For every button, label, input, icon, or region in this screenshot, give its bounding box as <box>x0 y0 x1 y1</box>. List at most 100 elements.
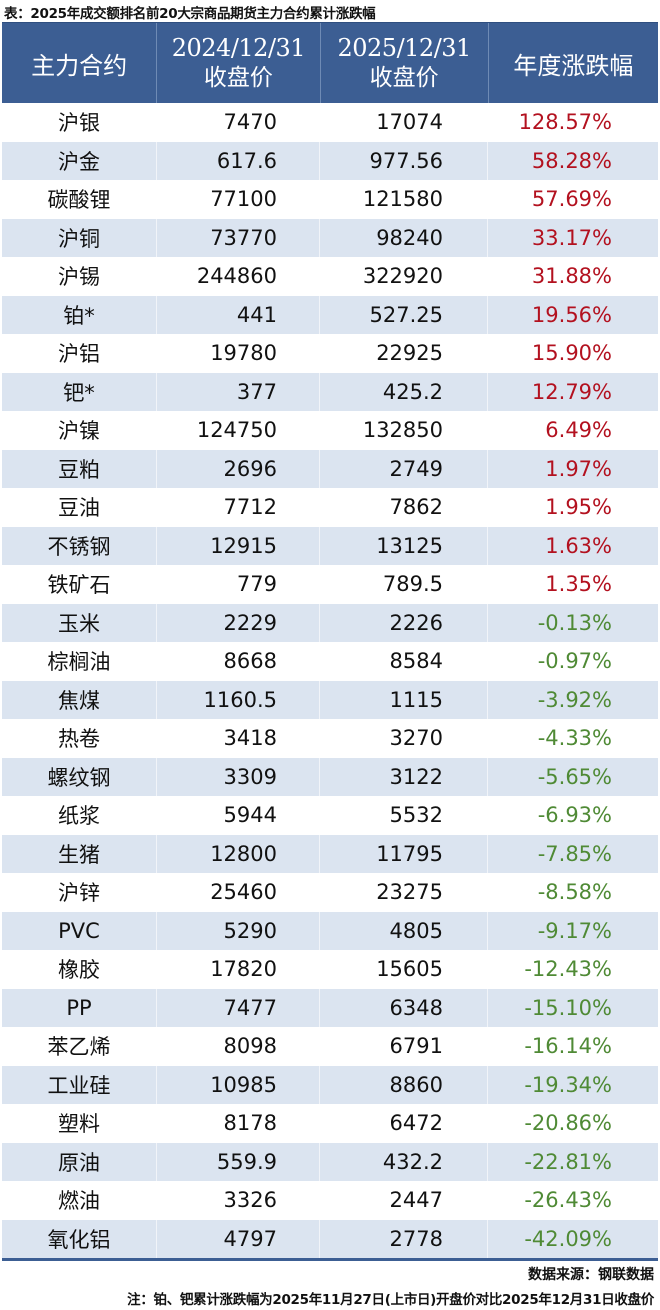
cell-contract-name: 棕榈油 <box>2 642 157 681</box>
cell-close-2025: 2447 <box>320 1181 488 1220</box>
header-contract-label: 主力合约 <box>31 51 128 80</box>
cell-contract-name: 玉米 <box>2 603 157 642</box>
table-bottom-rule <box>2 1258 658 1261</box>
cell-close-2025: 3122 <box>320 757 488 796</box>
cell-annual-change: -20.86% <box>524 1111 612 1136</box>
cell-close-2024: 4797 <box>157 1219 320 1258</box>
cell-close-2025: 5532 <box>320 796 488 835</box>
table-row: PVC 5290 4805 -9.17% <box>2 911 658 950</box>
cell-close-2025: 13125 <box>320 526 488 565</box>
cell-annual-change: 33.17% <box>531 225 612 250</box>
cell-annual-change: 6.49% <box>545 418 612 443</box>
cell-close-2025: 7862 <box>320 488 488 527</box>
cell-contract-name: 铂* <box>2 295 157 334</box>
table-row: 铁矿石 779 789.5 1.35% <box>2 565 658 604</box>
cell-close-2024: 12800 <box>157 834 320 873</box>
cell-annual-change: 19.56% <box>531 302 612 327</box>
cell-close-2024: 244860 <box>157 257 320 296</box>
cell-contract-name: 螺纹钢 <box>2 757 157 796</box>
cell-close-2024: 73770 <box>157 218 320 257</box>
cell-annual-change: -7.85% <box>537 841 612 866</box>
cell-annual-change: -22.81% <box>524 1149 612 1174</box>
cell-close-2024: 19780 <box>157 334 320 373</box>
cell-close-2024: 12915 <box>157 526 320 565</box>
cell-close-2025: 527.25 <box>320 295 488 334</box>
table-row: 工业硅 10985 8860 -19.34% <box>2 1065 658 1104</box>
cell-close-2025: 23275 <box>320 873 488 912</box>
cell-close-2025: 121580 <box>320 180 488 219</box>
cell-close-2025: 2749 <box>320 449 488 488</box>
table-row: 沪铝 19780 22925 15.90% <box>2 334 658 373</box>
cell-close-2024: 2696 <box>157 449 320 488</box>
cell-contract-name: 工业硅 <box>2 1065 157 1104</box>
cell-contract-name: 豆粕 <box>2 449 157 488</box>
cell-contract-name: 焦煤 <box>2 680 157 719</box>
cell-contract-name: PP <box>2 988 157 1027</box>
cell-close-2024: 5944 <box>157 796 320 835</box>
cell-close-2024: 8178 <box>157 1104 320 1143</box>
table-row: 豆粕 2696 2749 1.97% <box>2 449 658 488</box>
cell-annual-change: -15.10% <box>524 995 612 1020</box>
cell-annual-change: -26.43% <box>524 1188 612 1213</box>
cell-close-2025: 98240 <box>320 218 488 257</box>
cell-contract-name: 沪锌 <box>2 873 157 912</box>
cell-close-2025: 2226 <box>320 603 488 642</box>
table-header: 主力合约 2024/12/31 收盘价 2025/12/31 收盘价 年度涨跌幅 <box>2 22 658 103</box>
header-annual-change-label: 年度涨跌幅 <box>513 51 634 80</box>
cell-close-2025: 425.2 <box>320 372 488 411</box>
futures-table: 主力合约 2024/12/31 收盘价 2025/12/31 收盘价 年度涨跌幅… <box>2 22 658 1261</box>
cell-contract-name: 碳酸锂 <box>2 180 157 219</box>
cell-close-2025: 17074 <box>320 103 488 142</box>
cell-close-2025: 15605 <box>320 950 488 989</box>
cell-close-2024: 7470 <box>157 103 320 142</box>
footnote: 注：铂、钯累计涨跌幅为2025年11月27日(上市日)开盘价对比2025年12月… <box>127 1292 654 1308</box>
cell-close-2024: 10985 <box>157 1065 320 1104</box>
cell-close-2024: 7712 <box>157 488 320 527</box>
cell-contract-name: 橡胶 <box>2 950 157 989</box>
table-body: 沪银 7470 17074 128.57% 沪金 617.6 977.56 58.28% 碳酸锂… <box>2 103 658 1258</box>
header-close-2024-date: 2024/12/31 <box>171 34 306 62</box>
cell-annual-change: 128.57% <box>518 110 612 135</box>
cell-contract-name: 不锈钢 <box>2 526 157 565</box>
cell-close-2024: 7477 <box>157 988 320 1027</box>
table-row: 橡胶 17820 15605 -12.43% <box>2 950 658 989</box>
cell-contract-name: 纸浆 <box>2 796 157 835</box>
cell-annual-change: 58.28% <box>531 148 612 173</box>
table-row: 沪银 7470 17074 128.57% <box>2 103 658 142</box>
header-close-2025-label: 收盘价 <box>369 65 439 91</box>
cell-close-2024: 8668 <box>157 642 320 681</box>
cell-close-2025: 977.56 <box>320 141 488 180</box>
table-row: 塑料 8178 6472 -20.86% <box>2 1104 658 1143</box>
cell-close-2025: 11795 <box>320 834 488 873</box>
cell-contract-name: 塑料 <box>2 1104 157 1143</box>
cell-contract-name: 沪铝 <box>2 334 157 373</box>
cell-annual-change: -9.17% <box>537 918 612 943</box>
cell-contract-name: 生猪 <box>2 834 157 873</box>
cell-close-2024: 3418 <box>157 719 320 758</box>
cell-annual-change: -0.13% <box>537 610 612 635</box>
cell-close-2024: 441 <box>157 295 320 334</box>
cell-close-2025: 6791 <box>320 1027 488 1066</box>
table-row: 纸浆 5944 5532 -6.93% <box>2 796 658 835</box>
cell-close-2024: 1160.5 <box>157 680 320 719</box>
cell-close-2025: 1115 <box>320 680 488 719</box>
table-row: 钯* 377 425.2 12.79% <box>2 372 658 411</box>
table-row: 玉米 2229 2226 -0.13% <box>2 603 658 642</box>
cell-close-2025: 8860 <box>320 1065 488 1104</box>
cell-close-2024: 5290 <box>157 911 320 950</box>
cell-close-2025: 789.5 <box>320 565 488 604</box>
cell-close-2024: 25460 <box>157 873 320 912</box>
cell-contract-name: 沪锡 <box>2 257 157 296</box>
cell-close-2025: 22925 <box>320 334 488 373</box>
cell-close-2024: 2229 <box>157 603 320 642</box>
table-row: 碳酸锂 77100 121580 57.69% <box>2 180 658 219</box>
cell-contract-name: 沪镍 <box>2 411 157 450</box>
table-row: 热卷 3418 3270 -4.33% <box>2 719 658 758</box>
cell-annual-change: -8.58% <box>537 880 612 905</box>
table-row: 沪铜 73770 98240 33.17% <box>2 218 658 257</box>
cell-annual-change: 1.97% <box>545 456 612 481</box>
cell-close-2025: 2778 <box>320 1219 488 1258</box>
table-row: 棕榈油 8668 8584 -0.97% <box>2 642 658 681</box>
cell-close-2024: 17820 <box>157 950 320 989</box>
cell-annual-change: -42.09% <box>524 1226 612 1251</box>
